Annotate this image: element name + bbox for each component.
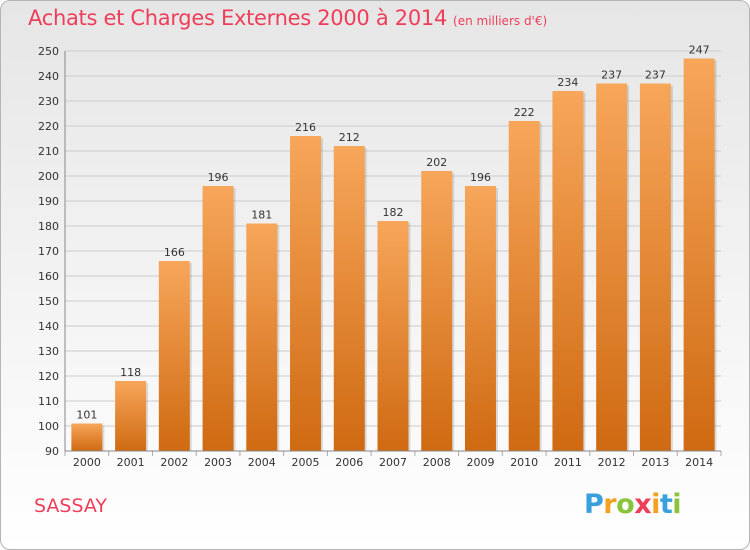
bar [333, 146, 365, 451]
y-tick-label: 130 [38, 345, 59, 358]
chart-subtitle: (en milliers d'€) [453, 14, 548, 28]
bar-value-label: 234 [557, 76, 578, 89]
logo-letter: i [651, 489, 660, 520]
bar-value-label: 196 [470, 171, 491, 184]
bar [464, 186, 496, 451]
bar [683, 58, 715, 451]
bar-value-label: 182 [383, 206, 404, 219]
x-tick-label: 2013 [641, 456, 669, 469]
bar-value-label: 196 [208, 171, 229, 184]
bar [290, 136, 322, 451]
y-tick-label: 210 [38, 145, 59, 158]
bar-value-label: 247 [689, 44, 710, 57]
x-tick-label: 2007 [379, 456, 407, 469]
chart-title: Achats et Charges Externes 2000 à 2014 (e… [28, 6, 547, 30]
bar [508, 121, 540, 451]
logo-letter: r [603, 489, 617, 520]
bar [421, 171, 453, 451]
bar-value-label: 118 [120, 366, 141, 379]
y-tick-label: 200 [38, 170, 59, 183]
title-text: Achats et Charges Externes 2000 à 2014 [28, 6, 448, 30]
bar-value-label: 216 [295, 121, 316, 134]
logo-letter: o [616, 489, 635, 520]
x-tick-label: 2006 [335, 456, 363, 469]
bar-value-label: 212 [339, 131, 360, 144]
logo-letter: x [634, 489, 652, 520]
x-tick-label: 2012 [598, 456, 626, 469]
y-tick-label: 170 [38, 245, 59, 258]
y-tick-label: 90 [45, 445, 59, 458]
bar [202, 186, 234, 451]
bar [596, 83, 628, 451]
x-tick-label: 2004 [248, 456, 276, 469]
commune-name: SASSAY [34, 495, 108, 517]
y-tick-label: 110 [38, 395, 59, 408]
bar-value-label: 166 [164, 246, 185, 259]
logo-letter: t [659, 489, 673, 520]
y-tick-label: 140 [38, 320, 59, 333]
axes: 90 100 110 120 130 140 150 160 170 180 190 200 210 22… [38, 44, 722, 469]
x-tick-label: 2003 [204, 456, 232, 469]
x-tick-label: 2011 [554, 456, 582, 469]
x-tick-label: 2010 [510, 456, 538, 469]
y-tick-label: 230 [38, 95, 59, 108]
y-tick-label: 150 [38, 295, 59, 308]
y-tick-label: 100 [38, 420, 59, 433]
y-tick-label: 190 [38, 195, 59, 208]
y-tick-label: 240 [38, 70, 59, 83]
y-tick-label: 250 [38, 45, 59, 58]
x-tick-label: 2002 [160, 456, 188, 469]
bar-value-label: 202 [426, 156, 447, 169]
y-tick-label: 120 [38, 370, 59, 383]
bar [246, 223, 278, 451]
bar-value-label: 237 [601, 69, 622, 82]
x-tick-label: 2009 [466, 456, 494, 469]
bar [639, 83, 671, 451]
bar-value-label: 181 [251, 209, 272, 222]
x-tick-label: 2000 [73, 456, 101, 469]
bar-value-label: 101 [76, 409, 97, 422]
bars [71, 58, 717, 451]
x-tick-label: 2005 [292, 456, 320, 469]
bar [115, 381, 147, 451]
x-tick-label: 2014 [685, 456, 713, 469]
x-tick-label: 2008 [423, 456, 451, 469]
bar [552, 91, 584, 451]
bar [158, 261, 190, 451]
y-tick-label: 160 [38, 270, 59, 283]
x-tick-label: 2001 [117, 456, 145, 469]
y-tick-label: 220 [38, 120, 59, 133]
logo-letter: i [672, 489, 682, 520]
logo-letter: P [584, 489, 604, 520]
bar-value-label: 222 [514, 106, 535, 119]
bar [377, 221, 409, 451]
bar [71, 423, 103, 451]
y-tick-label: 180 [38, 220, 59, 233]
proxiti-logo: Proxiti [584, 489, 682, 520]
bar-value-label: 237 [645, 69, 666, 82]
